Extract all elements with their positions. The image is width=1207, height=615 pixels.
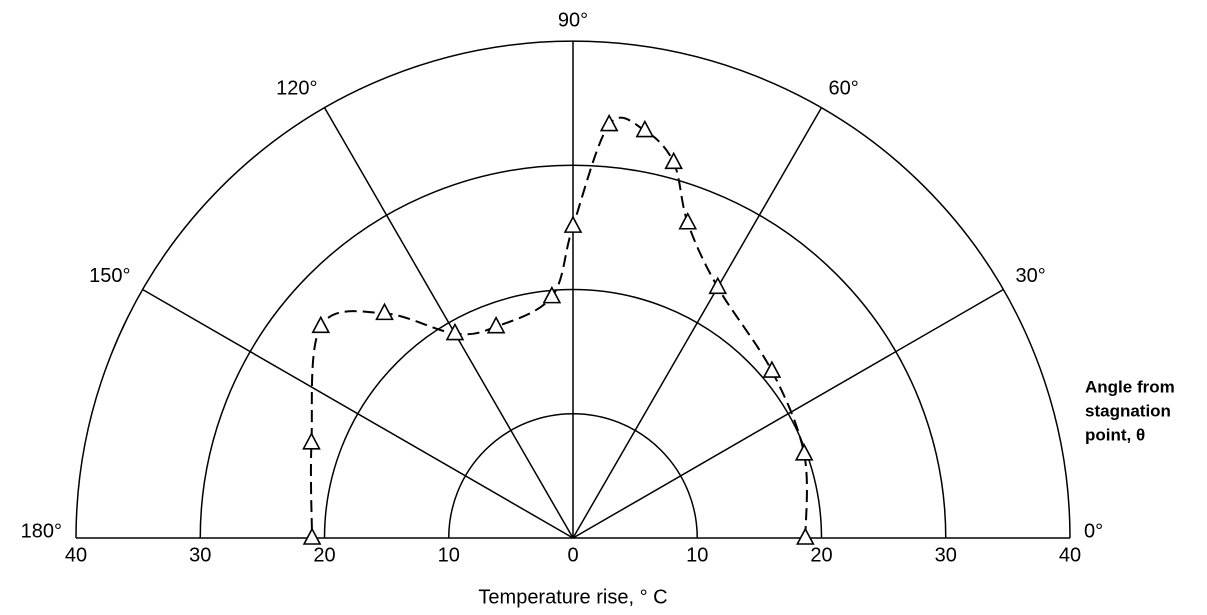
r-tick-label: 20 [313, 544, 335, 566]
r-tick-label: 40 [65, 544, 87, 566]
theta-label: stagnation [1085, 401, 1171, 420]
triangle-marker [302, 432, 321, 450]
theta-tick-label: 60° [829, 78, 859, 100]
triangle-marker [445, 322, 465, 341]
r-tick-label: 30 [935, 544, 957, 566]
theta-tick-label: 0° [1084, 520, 1103, 542]
grid-spoke [142, 288, 574, 539]
triangle-marker [664, 151, 683, 170]
triangle-marker [542, 285, 562, 304]
triangle-marker [375, 302, 394, 321]
theta-label: point, θ [1085, 425, 1145, 444]
r-tick-label: 0 [567, 544, 578, 566]
grid-spoke [572, 107, 823, 539]
triangle-marker [302, 527, 322, 545]
grid-spoke [572, 288, 1004, 539]
theta-tick-label: 90° [558, 9, 588, 31]
triangle-marker [563, 215, 583, 233]
triangle-marker [635, 119, 655, 138]
grid-spoke [323, 107, 574, 539]
theta-tick-label: 30° [1016, 265, 1046, 287]
triangle-marker [708, 276, 728, 295]
theta-tick-label: 120° [276, 78, 317, 100]
r-tick-label: 10 [686, 544, 708, 566]
r-tick-label: 10 [438, 544, 460, 566]
triangle-marker [486, 315, 506, 334]
r-tick-label: 20 [810, 544, 832, 566]
r-tick-label: 30 [189, 544, 211, 566]
theta-tick-label: 180° [21, 520, 62, 542]
triangle-marker [599, 113, 619, 132]
theta-label: Angle from [1085, 377, 1175, 396]
r-tick-label: 40 [1059, 544, 1081, 566]
triangle-marker [762, 360, 782, 378]
theta-tick-label: 150° [89, 265, 130, 287]
triangle-marker [311, 315, 331, 334]
data-curve [309, 116, 808, 539]
triangle-marker [678, 212, 698, 230]
triangle-marker [796, 527, 815, 545]
x-axis-label: Temperature rise, ° C [478, 586, 667, 608]
triangle-marker [794, 443, 814, 461]
